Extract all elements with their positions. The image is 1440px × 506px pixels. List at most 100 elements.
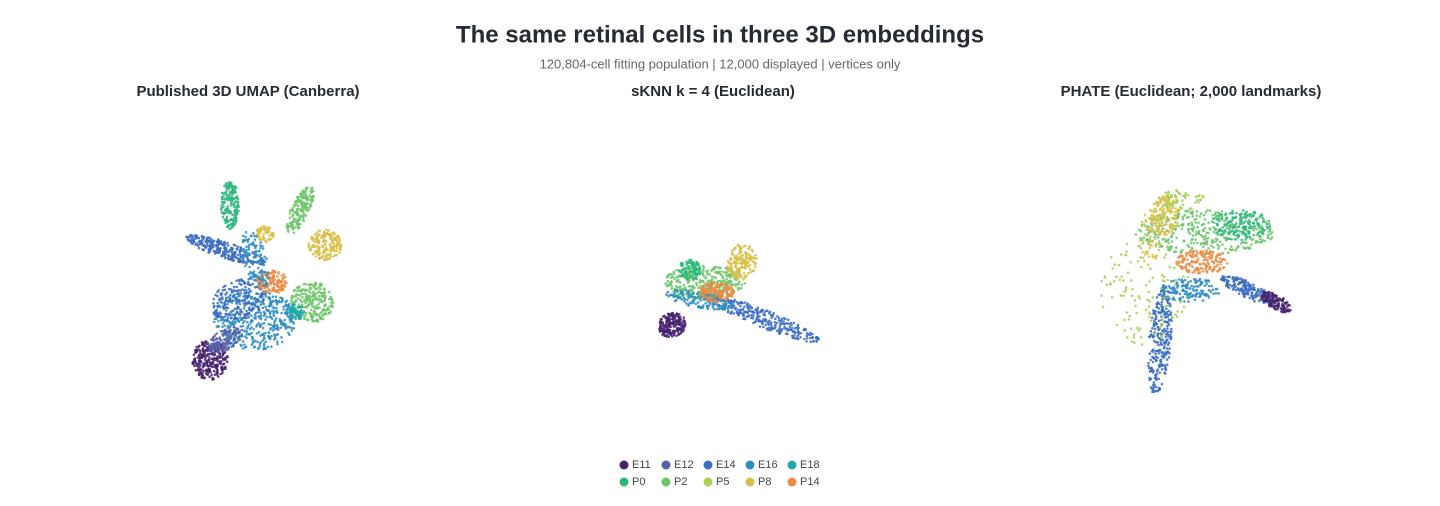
point-decor bbox=[272, 338, 276, 341]
point-decor bbox=[212, 302, 215, 305]
point-decor bbox=[1211, 251, 1215, 255]
point-decor bbox=[223, 349, 227, 353]
point-decor bbox=[1270, 236, 1274, 239]
point-decor bbox=[249, 302, 252, 305]
point-decor bbox=[255, 260, 259, 264]
point-decor bbox=[1253, 224, 1256, 228]
point-decor bbox=[1188, 262, 1192, 266]
point-decor bbox=[799, 336, 802, 339]
point-decor bbox=[678, 328, 681, 331]
point-decor bbox=[322, 287, 326, 290]
point-decor bbox=[1198, 215, 1202, 218]
point-decor bbox=[215, 365, 219, 369]
point-decor bbox=[230, 193, 234, 197]
point-decor bbox=[250, 314, 253, 318]
point-decor bbox=[261, 280, 264, 283]
point-decor bbox=[809, 340, 813, 344]
point-decor bbox=[259, 341, 263, 344]
point-decor bbox=[311, 304, 314, 308]
point-decor bbox=[660, 318, 663, 321]
point-decor bbox=[237, 338, 240, 342]
point-decor bbox=[221, 215, 225, 219]
point-decor bbox=[226, 198, 229, 202]
point-decor bbox=[786, 329, 789, 332]
point-decor bbox=[1146, 250, 1149, 253]
point-decor bbox=[228, 321, 232, 325]
point-decor bbox=[236, 289, 240, 293]
point-decor bbox=[297, 303, 301, 306]
point-decor bbox=[811, 336, 814, 340]
point-decor bbox=[737, 283, 740, 286]
panel-title: sKNN k = 4 (Euclidean) bbox=[631, 83, 795, 100]
point-decor bbox=[1149, 226, 1153, 229]
point-decor bbox=[1184, 266, 1188, 270]
point-decor bbox=[754, 253, 757, 257]
point-decor bbox=[1147, 255, 1151, 258]
point-decor bbox=[690, 270, 694, 274]
point-decor bbox=[777, 328, 781, 332]
point-decor bbox=[245, 260, 248, 264]
point-decor bbox=[220, 366, 224, 370]
point-decor bbox=[244, 254, 247, 258]
point-decor bbox=[226, 302, 229, 306]
point-decor bbox=[315, 235, 319, 239]
point-decor bbox=[216, 304, 219, 308]
point-decor bbox=[308, 311, 311, 315]
point-decor bbox=[667, 328, 671, 332]
point-decor bbox=[312, 310, 316, 313]
point-decor bbox=[1244, 216, 1248, 220]
point-decor bbox=[221, 371, 224, 375]
point-decor bbox=[661, 323, 664, 326]
point-decor bbox=[687, 261, 691, 264]
point-decor bbox=[1264, 220, 1268, 224]
point-decor bbox=[217, 241, 221, 244]
point-decor bbox=[1221, 226, 1225, 229]
point-decor bbox=[260, 323, 263, 326]
point-decor bbox=[1255, 233, 1259, 237]
point-decor bbox=[1223, 258, 1227, 262]
point-decor bbox=[245, 316, 248, 320]
point-decor bbox=[259, 246, 262, 250]
point-decor bbox=[327, 290, 331, 294]
point-decor bbox=[752, 269, 755, 273]
point-decor bbox=[1254, 239, 1258, 243]
point-decor bbox=[310, 301, 313, 305]
point-decor bbox=[296, 297, 300, 300]
point-decor bbox=[1213, 221, 1216, 225]
point-decor bbox=[1261, 227, 1264, 231]
point-decor bbox=[706, 282, 710, 285]
page-title: The same retinal cells in three 3D embed… bbox=[456, 21, 984, 48]
point-decor bbox=[1206, 209, 1209, 212]
point-decor bbox=[214, 243, 218, 247]
point-decor bbox=[200, 368, 203, 371]
point-decor bbox=[306, 186, 309, 189]
point-decor bbox=[679, 285, 682, 288]
point-decor bbox=[243, 345, 247, 349]
point-decor bbox=[274, 317, 278, 320]
point-decor bbox=[290, 329, 294, 332]
point-decor bbox=[216, 359, 219, 363]
point-decor bbox=[1245, 210, 1248, 214]
point-decor bbox=[232, 285, 236, 289]
point-decor bbox=[704, 286, 707, 289]
point-decor bbox=[1160, 198, 1163, 201]
point-decor bbox=[749, 270, 753, 274]
point-decor bbox=[332, 249, 336, 252]
point-decor bbox=[312, 252, 315, 256]
point-decor bbox=[231, 252, 234, 256]
point-decor bbox=[696, 301, 700, 304]
point-decor bbox=[292, 322, 296, 325]
point-decor bbox=[313, 245, 317, 248]
point-decor bbox=[200, 234, 204, 238]
point-decor bbox=[241, 340, 245, 343]
point-decor bbox=[292, 311, 296, 314]
point-decor bbox=[275, 323, 279, 327]
point-decor bbox=[734, 257, 738, 261]
point-decor bbox=[314, 281, 318, 285]
point-decor bbox=[1158, 208, 1162, 211]
point-decor bbox=[682, 320, 685, 324]
point-decor bbox=[734, 264, 738, 267]
point-decor bbox=[673, 289, 677, 292]
point-decor bbox=[251, 307, 255, 311]
point-decor bbox=[269, 301, 273, 305]
